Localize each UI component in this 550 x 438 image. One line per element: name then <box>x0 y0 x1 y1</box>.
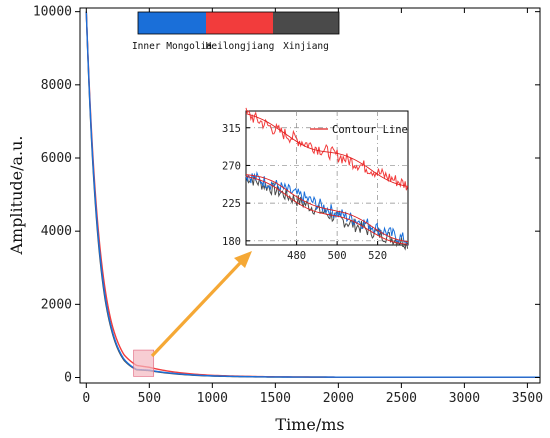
color-legend: Inner Mongolia Heilongjiang Xinjiang <box>132 11 340 52</box>
x-tick-label: 0 <box>82 391 90 406</box>
legend-swatch-xinjiang <box>273 12 339 34</box>
y-tick-label: 0 <box>64 371 72 386</box>
legend-swatch-heilongjiang <box>206 12 273 34</box>
axis-ticks: 0 500 1000 1500 2000 2500 3000 3500 0 2000 4000 600… <box>33 5 543 406</box>
y-tick-label: 4000 <box>41 224 72 239</box>
x-tick-label: 1500 <box>260 391 291 406</box>
legend-label-xinjiang: Xinjiang <box>283 41 329 52</box>
y-tick-label: 10000 <box>33 5 72 20</box>
inset-x-tick-label: 500 <box>328 250 347 262</box>
legend-border <box>137 11 340 35</box>
y-axis-title: Amplitude/a.u. <box>7 135 26 255</box>
x-tick-label: 500 <box>138 391 161 406</box>
zoom-arrow <box>150 259 244 358</box>
inset-legend-label: Contour Line <box>332 124 408 136</box>
x-tick-label: 3500 <box>512 391 543 406</box>
inset-contour-line <box>245 175 409 245</box>
zoom-arrow-head <box>234 251 252 268</box>
inset-y-tick-label: 270 <box>222 160 241 172</box>
inset-series-layer <box>245 107 409 251</box>
x-tick-label: 3000 <box>449 391 480 406</box>
x-tick-label: 2500 <box>386 391 417 406</box>
zoom-region-marker <box>133 349 155 377</box>
inset-y-tick-label: 180 <box>222 236 241 248</box>
legend-label-heilongjiang: Heilongjiang <box>206 41 275 52</box>
x-axis-title: Time/ms <box>275 415 344 434</box>
y-tick-label: 8000 <box>41 78 72 93</box>
inset-x-tick-label: 520 <box>368 250 387 262</box>
x-tick-label: 1000 <box>197 391 228 406</box>
inset-y-tick-label: 225 <box>222 198 241 210</box>
inset-series-heilongjiang <box>245 107 409 191</box>
y-tick-label: 2000 <box>41 297 72 312</box>
legend-swatch-inner-mongolia <box>138 12 206 34</box>
plot-frame <box>79 7 541 384</box>
inset-x-tick-label: 480 <box>287 250 306 262</box>
legend-label-inner-mongolia: Inner Mongolia <box>132 41 212 52</box>
x-tick-label: 2000 <box>323 391 354 406</box>
inset-contour-line <box>245 113 409 187</box>
inset-ticks: 480 500 520 180 225 270 315 <box>222 123 387 262</box>
zoom-inset: 480 500 520 180 225 270 315 Contour Line <box>222 107 409 262</box>
inset-y-tick-label: 315 <box>222 123 241 135</box>
y-tick-label: 6000 <box>41 151 72 166</box>
inset-contour-line <box>245 174 409 243</box>
